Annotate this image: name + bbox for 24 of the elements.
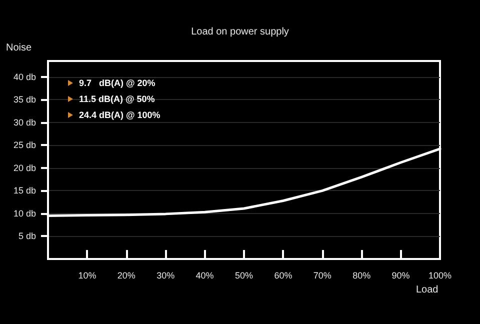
x-tick-label: 90% — [392, 270, 410, 280]
y-tick-label: 15 db — [13, 186, 36, 196]
x-tick-label: 80% — [352, 270, 371, 280]
y-axis-title: Noise — [6, 42, 32, 54]
y-tick-label: 30 db — [13, 117, 36, 128]
x-tick-label: 70% — [313, 270, 332, 280]
x-axis-title: Load — [416, 284, 438, 296]
x-tick-label: 30% — [156, 270, 175, 280]
y-tick-label: 35 db — [13, 94, 36, 105]
annotation: 9.7 dB(A) @ 20% — [79, 78, 156, 88]
annotation: 24.4 dB(A) @ 100% — [79, 110, 160, 120]
x-tick-label: 20% — [117, 270, 136, 280]
x-tick-label: 50% — [234, 270, 254, 280]
x-tick-label: 40% — [196, 270, 214, 280]
annotation: 11.5 dB(A) @ 50% — [79, 94, 155, 104]
y-tick-label: 10 db — [13, 208, 36, 218]
y-tick-label: 5 db — [18, 231, 36, 242]
x-tick-label: 60% — [274, 270, 292, 280]
x-tick-label: 100% — [428, 270, 452, 280]
y-tick-label: 40 db — [13, 72, 36, 82]
y-tick-label: 25 db — [13, 140, 36, 150]
y-tick-label: 20 db — [13, 162, 36, 173]
chart-title: Load on power supply — [191, 26, 289, 38]
x-tick-label: 10% — [78, 270, 96, 280]
